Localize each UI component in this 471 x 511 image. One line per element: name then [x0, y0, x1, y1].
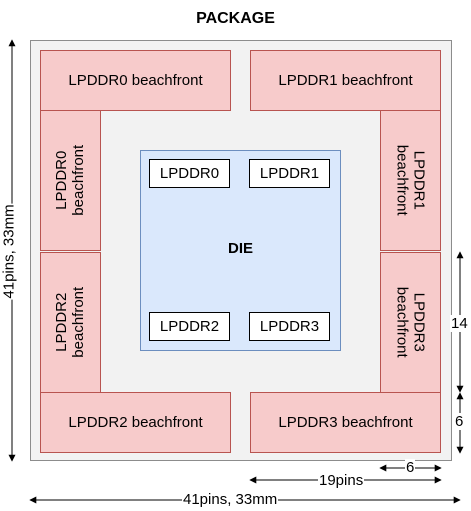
- height-dimension-label: 41pins, 33mm: [0, 203, 18, 300]
- corner-width-dimension-label: 6: [405, 459, 416, 476]
- package-title: PACKAGE: [196, 10, 275, 27]
- die-controller-lpddr1-label: LPDDR1: [259, 165, 320, 182]
- die-controller-lpddr3-label: LPDDR3: [259, 318, 320, 335]
- corner-height-dimension-label: 6: [454, 413, 465, 430]
- beachfront-top-right-label: LPDDR1 beachfront: [278, 71, 413, 89]
- beachfront-bottom-left-label: LPDDR2 beachfront: [68, 413, 203, 431]
- half-width-dimension-label: 19pins: [318, 472, 365, 489]
- beachfront-right-lower: LPDDR3 beachfront: [380, 252, 441, 393]
- beachfront-right-upper: LPDDR1 beachfront: [380, 110, 441, 251]
- beachfront-top-left-label: LPDDR0 beachfront: [68, 71, 203, 89]
- width-dimension-label: 41pins, 33mm: [182, 491, 279, 508]
- beachfront-bottom-right: LPDDR3 beachfront: [250, 392, 441, 453]
- die-label: DIE: [227, 240, 253, 257]
- beachfront-bottom-right-label: LPDDR3 beachfront: [278, 413, 413, 431]
- die-controller-lpddr3: LPDDR3: [249, 312, 330, 341]
- side-height-dimension-label: 14: [450, 315, 469, 332]
- beachfront-top-right: LPDDR1 beachfront: [250, 50, 441, 111]
- die-controller-lpddr2-label: LPDDR2: [159, 318, 220, 335]
- beachfront-bottom-left: LPDDR2 beachfront: [40, 392, 231, 453]
- die-controller-lpddr0: LPDDR0: [149, 159, 230, 188]
- beachfront-left-upper: LPDDR0 beachfront: [40, 110, 101, 251]
- die-controller-lpddr2: LPDDR2: [149, 312, 230, 341]
- die-controller-lpddr1: LPDDR1: [249, 159, 330, 188]
- die-controller-lpddr0-label: LPDDR0: [159, 165, 220, 182]
- beachfront-top-left: LPDDR0 beachfront: [40, 50, 231, 111]
